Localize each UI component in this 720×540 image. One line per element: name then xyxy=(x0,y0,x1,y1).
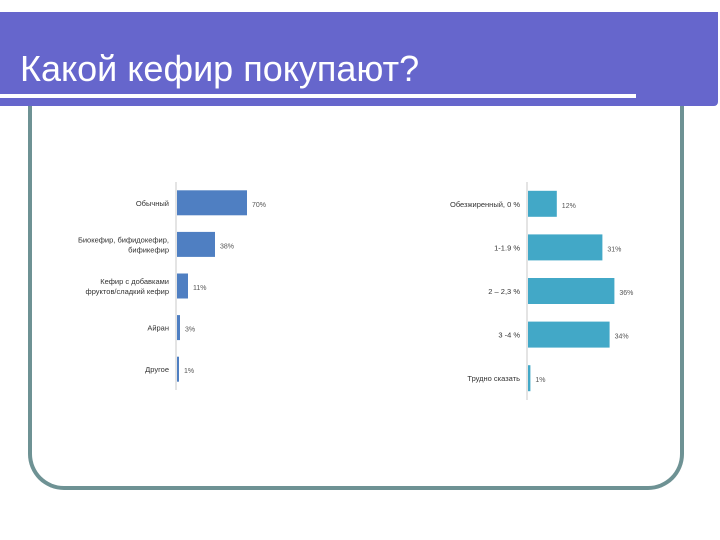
fat-content-category-label: Трудно сказать xyxy=(467,374,520,383)
fat-content-category-label: 3 -4 % xyxy=(498,331,520,340)
fat-content-data-label: 36% xyxy=(619,290,633,297)
fat-content-data-label: 12% xyxy=(562,203,576,210)
kefir-type-data-label: 1% xyxy=(184,368,194,375)
fat-content-bar xyxy=(528,234,603,261)
kefir-type-bar xyxy=(177,190,247,216)
fat-content-category-label: 2 – 2,3 % xyxy=(488,287,520,296)
kefir-type-bar xyxy=(177,231,215,257)
kefir-type-bar xyxy=(177,356,179,382)
kefir-type-bar xyxy=(177,273,188,299)
fat-content-bar xyxy=(528,190,557,217)
kefir-type-category-label: Кефир с добавками фруктов/сладкий кефир xyxy=(86,277,169,296)
fat-content-data-label: 31% xyxy=(607,246,621,253)
kefir-type-chart: 70% Обычный 38% Биокефир, бифидокефир, бифик… xyxy=(78,182,266,390)
kefir-type-bar xyxy=(177,315,180,341)
content-frame xyxy=(28,96,684,490)
kefir-type-category-label: Другое xyxy=(145,365,169,374)
title-underline xyxy=(0,94,636,98)
kefir-type-data-label: 38% xyxy=(220,243,234,250)
kefir-type-data-label: 3% xyxy=(185,327,195,334)
kefir-type-category-label: Айран xyxy=(147,324,169,333)
kefir-type-category-label: Обычный xyxy=(136,199,169,208)
fat-content-category-label: 1-1.9 % xyxy=(494,243,520,252)
kefir-type-category-label: Биокефир, бифидокефир, бификефир xyxy=(78,235,169,254)
fat-content-data-label: 34% xyxy=(615,334,629,341)
title-bar: Какой кефир покупают? xyxy=(0,12,718,106)
fat-content-data-label: 1% xyxy=(535,377,545,384)
fat-content-bar xyxy=(528,321,610,348)
fat-content-bar xyxy=(528,365,531,392)
fat-content-category-label: Обезжиренный, 0 % xyxy=(450,200,520,209)
fat-content-chart: 12% Обезжиренный, 0 % 31% 1-1.9 % 36% 2 – 2,3… xyxy=(450,182,633,400)
fat-content-bar xyxy=(528,278,615,304)
kefir-type-data-label: 11% xyxy=(193,285,207,292)
slide-title: Какой кефир покупают? xyxy=(20,48,420,89)
kefir-type-data-label: 70% xyxy=(252,202,266,209)
